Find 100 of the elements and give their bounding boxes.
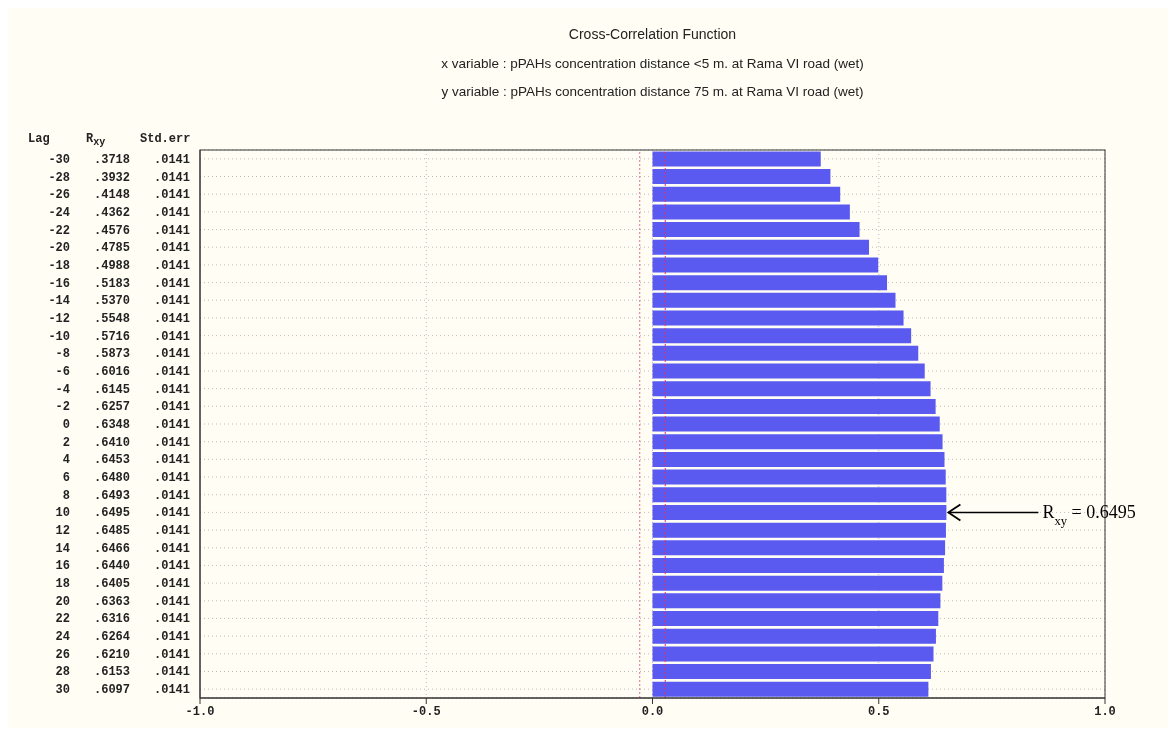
x-tick-label: -1.0	[185, 704, 215, 719]
data-label: .6316	[93, 612, 130, 627]
data-label: .6257	[93, 400, 130, 415]
bar	[652, 611, 939, 627]
y-tick-label: -16	[48, 276, 70, 291]
text: .0141	[153, 630, 190, 645]
y-tick-label: -26	[48, 188, 70, 203]
y-tick-label: -24	[48, 205, 70, 220]
data-label: .6480	[93, 471, 130, 486]
text: .0141	[153, 506, 190, 521]
data-label: .6145	[93, 382, 130, 397]
text: .0141	[153, 258, 190, 273]
bar	[652, 522, 946, 538]
text: .0141	[153, 241, 190, 256]
data-label: .4362	[93, 205, 130, 220]
bar	[652, 628, 936, 644]
y-tick-label: 6	[62, 471, 70, 486]
y-tick-label: -10	[48, 329, 70, 344]
text: .0141	[153, 223, 190, 238]
bar	[652, 328, 912, 344]
annotation: R$_{xy}$ = 0.6495	[1042, 502, 1136, 529]
data-label: .6016	[93, 364, 130, 379]
text: .0141	[153, 453, 190, 468]
data-label: .5183	[93, 276, 130, 291]
data-label: .6485	[93, 524, 130, 539]
bar	[652, 222, 860, 238]
data-label: .6264	[93, 630, 130, 645]
y-tick-label: 0	[62, 418, 70, 432]
text: .0141	[153, 364, 190, 379]
bar	[652, 434, 943, 450]
y-tick-label: 2	[62, 435, 70, 450]
y-tick-label: 12	[55, 524, 70, 539]
text: .0141	[153, 541, 190, 556]
y-tick-label: -30	[48, 152, 70, 167]
data-label: .3932	[93, 170, 130, 185]
data-label: .6348	[93, 418, 130, 432]
bar	[652, 664, 931, 680]
bar	[652, 381, 931, 397]
chart-title: Cross-Correlation Function	[567, 26, 738, 42]
bar	[652, 363, 925, 379]
text: .0141	[153, 382, 190, 397]
bar	[652, 416, 940, 432]
y-tick-label: -22	[48, 223, 70, 238]
data-label: .4576	[93, 223, 130, 238]
bar	[652, 487, 947, 503]
y-tick-label: -4	[55, 382, 70, 397]
y-tick-label: 10	[55, 506, 70, 521]
y-tick-label: 4	[62, 453, 70, 468]
bar	[652, 540, 946, 556]
data-label: .6440	[93, 559, 130, 574]
bar	[652, 681, 929, 697]
text: .0141	[153, 276, 190, 291]
y-tick-label: -28	[48, 170, 70, 185]
text: .0141	[153, 612, 190, 627]
text: Lag	[28, 132, 50, 146]
y-tick-label: -14	[48, 294, 70, 309]
bar	[652, 398, 936, 414]
bar	[652, 310, 904, 326]
text: .0141	[153, 347, 190, 362]
data-label: .4988	[93, 258, 130, 273]
text: .0141	[153, 170, 190, 185]
bar	[652, 646, 934, 662]
text: .0141	[153, 594, 190, 609]
text: .0141	[153, 329, 190, 344]
y-tick-label: 30	[55, 683, 70, 698]
bar	[652, 557, 944, 573]
x-tick-label: -0.5	[411, 704, 441, 719]
y-tick-label: -20	[48, 241, 70, 256]
x-tick-label: 0.5	[867, 704, 890, 719]
y-tick-label: 28	[55, 665, 70, 680]
y-tick-label: -2	[55, 400, 70, 415]
bar	[652, 257, 879, 273]
x-tick-label: 1.0	[1094, 704, 1116, 719]
chart-subtitle: x variable : pPAHs concentration distance <5 m. at Rama VI road (wet) y variable : pPAHs concentration distance 75 m. at Rama VI road (wet)	[440, 56, 865, 99]
text: .0141	[153, 665, 190, 680]
y-tick-label: 18	[55, 577, 70, 592]
text: .0141	[153, 559, 190, 574]
data-label: .4785	[93, 241, 130, 256]
y-tick-label: -18	[48, 258, 70, 273]
y-tick-label: 8	[62, 488, 70, 503]
bar	[652, 204, 850, 220]
data-label: .5548	[93, 311, 130, 326]
data-label: .6493	[93, 488, 130, 503]
text: R$_{xy}$	[86, 132, 106, 149]
y-tick-label: -12	[48, 311, 70, 326]
text: .0141	[153, 471, 190, 486]
text: .0141	[153, 400, 190, 415]
text: .0141	[153, 577, 190, 592]
data-label: .3718	[93, 152, 130, 167]
text: .0141	[153, 683, 190, 698]
data-label: .6210	[93, 647, 130, 662]
y-tick-label: 26	[55, 647, 70, 662]
bar	[652, 186, 841, 202]
text: .0141	[153, 294, 190, 309]
bar	[652, 292, 896, 308]
bar	[652, 593, 941, 609]
text: .0141	[153, 435, 190, 450]
data-label: .6410	[93, 435, 130, 450]
bar	[652, 504, 947, 520]
bar	[652, 469, 946, 485]
